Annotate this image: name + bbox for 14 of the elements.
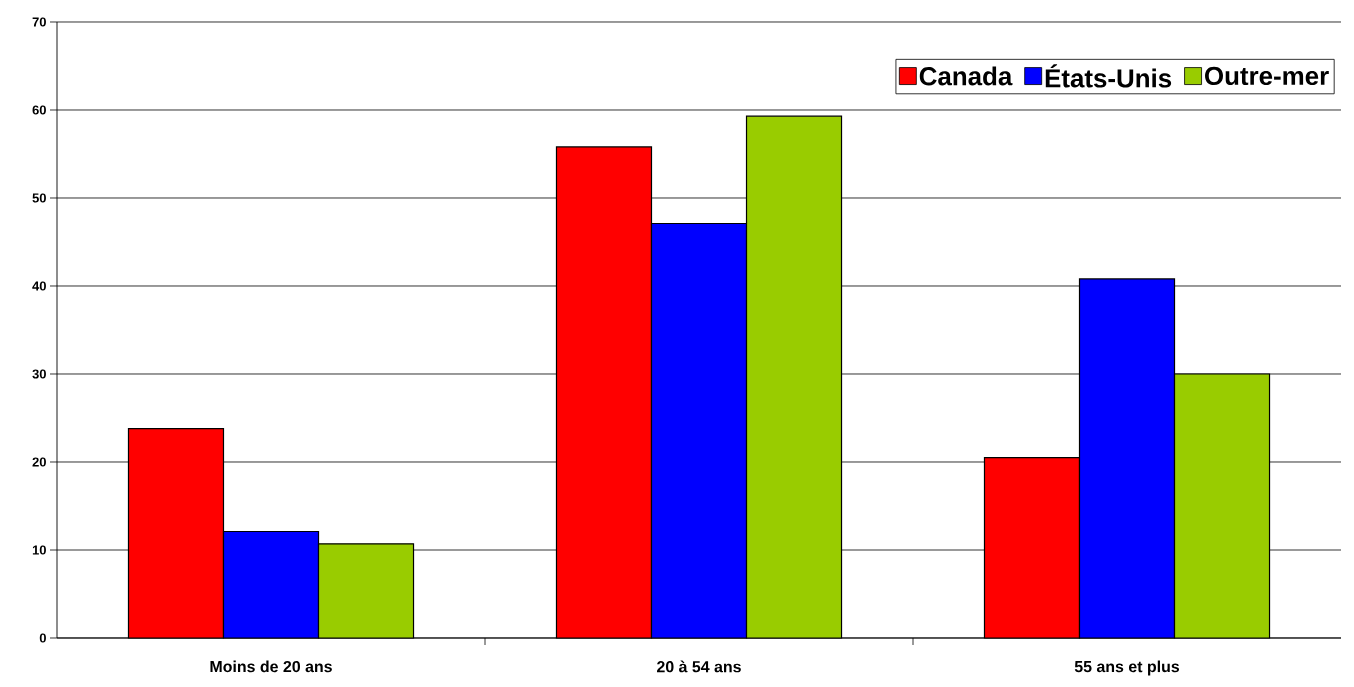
- x-tick-label: Moins de 20 ans: [210, 660, 332, 673]
- y-tick-label: 60: [32, 105, 46, 115]
- y-tick-label: 10: [32, 545, 46, 555]
- y-tick-label: 0: [39, 633, 46, 643]
- y-tick-label: 70: [32, 17, 46, 27]
- legend-label: Outre-mer: [1205, 66, 1329, 86]
- legend-label: Canada: [919, 66, 1013, 86]
- y-tick-label: 40: [32, 281, 46, 291]
- y-tick-label: 20: [32, 457, 46, 467]
- y-tick-label: 30: [32, 369, 46, 379]
- x-tick-label: 20 à 54 ans: [657, 660, 741, 673]
- x-tick-label: 55 ans et plus: [1074, 660, 1180, 676]
- y-tick-label: 50: [32, 193, 46, 203]
- legend-label: États-Unis: [1045, 64, 1172, 88]
